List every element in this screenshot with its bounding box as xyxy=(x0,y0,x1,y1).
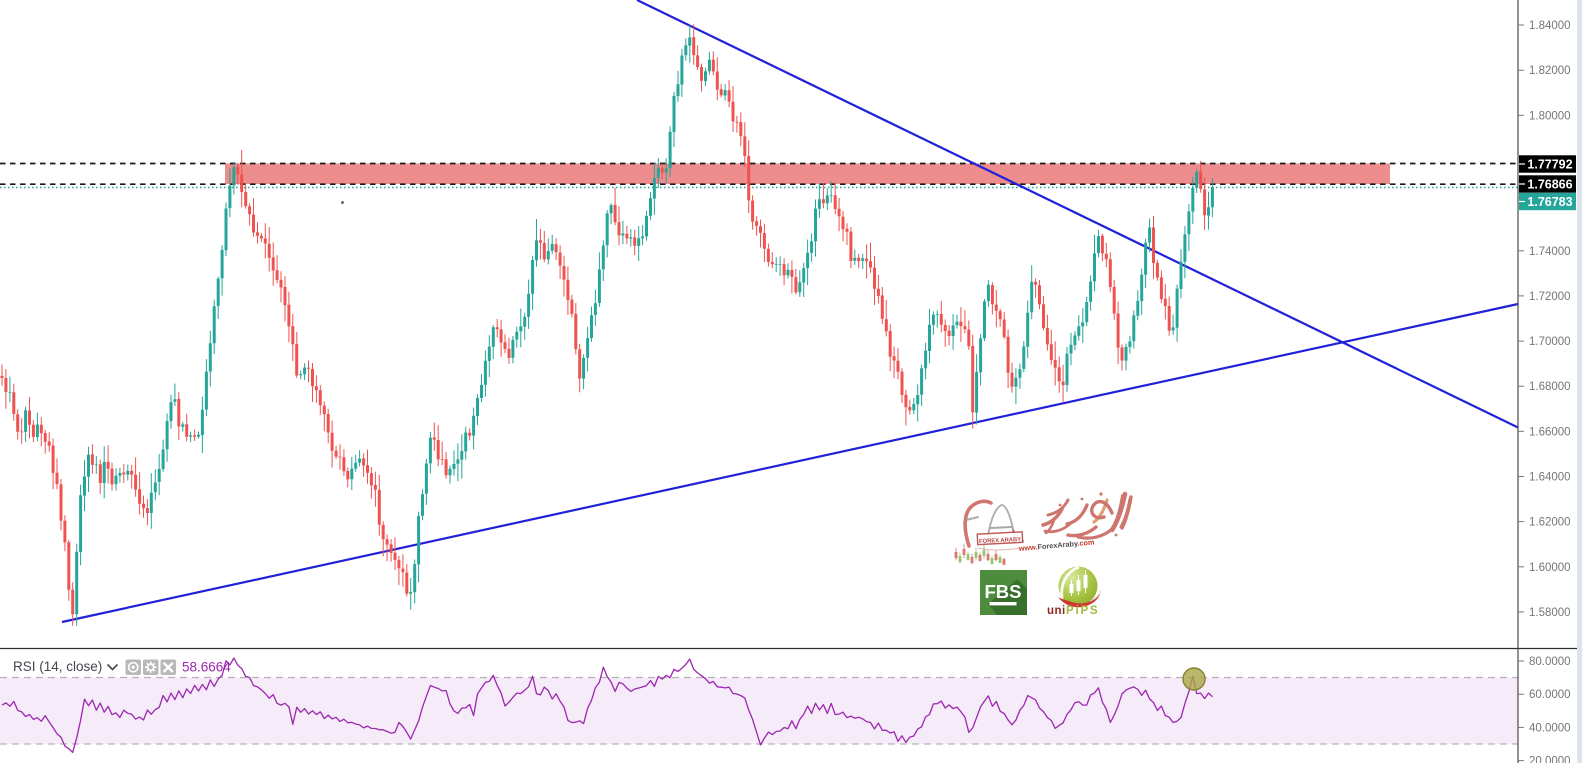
svg-text:80.0000: 80.0000 xyxy=(1529,656,1571,668)
svg-text:60.0000: 60.0000 xyxy=(1529,689,1571,701)
svg-text:20.0000: 20.0000 xyxy=(1529,756,1571,763)
svg-text:1.76866: 1.76866 xyxy=(1527,177,1572,191)
svg-text:RSI (14, close): RSI (14, close) xyxy=(13,659,102,674)
svg-text:1.84000: 1.84000 xyxy=(1529,20,1571,32)
svg-text:www.ForexAraby.com: www.ForexAraby.com xyxy=(1017,537,1095,553)
svg-text:uni: uni xyxy=(1047,605,1066,617)
svg-text:1.62000: 1.62000 xyxy=(1529,517,1571,529)
svg-text:1.72000: 1.72000 xyxy=(1529,291,1571,303)
svg-text:58.6664: 58.6664 xyxy=(182,660,231,675)
svg-text:FOREX ARABY: FOREX ARABY xyxy=(979,537,1021,545)
svg-text:1.82000: 1.82000 xyxy=(1529,65,1571,77)
svg-text:1.77792: 1.77792 xyxy=(1527,157,1572,171)
svg-text:40.0000: 40.0000 xyxy=(1529,722,1571,734)
svg-text:1.60000: 1.60000 xyxy=(1529,562,1571,574)
svg-text:1.70000: 1.70000 xyxy=(1529,336,1571,348)
svg-text:1.80000: 1.80000 xyxy=(1529,110,1571,122)
svg-text:PiPS: PiPS xyxy=(1066,605,1099,617)
svg-text:1.74000: 1.74000 xyxy=(1529,246,1571,258)
svg-text:1.58000: 1.58000 xyxy=(1529,607,1571,619)
svg-text:1.76783: 1.76783 xyxy=(1527,195,1572,209)
svg-text:1.64000: 1.64000 xyxy=(1529,472,1571,484)
svg-text:1.66000: 1.66000 xyxy=(1529,426,1571,438)
svg-text:FBS: FBS xyxy=(985,581,1022,602)
svg-text:1.68000: 1.68000 xyxy=(1529,381,1571,393)
